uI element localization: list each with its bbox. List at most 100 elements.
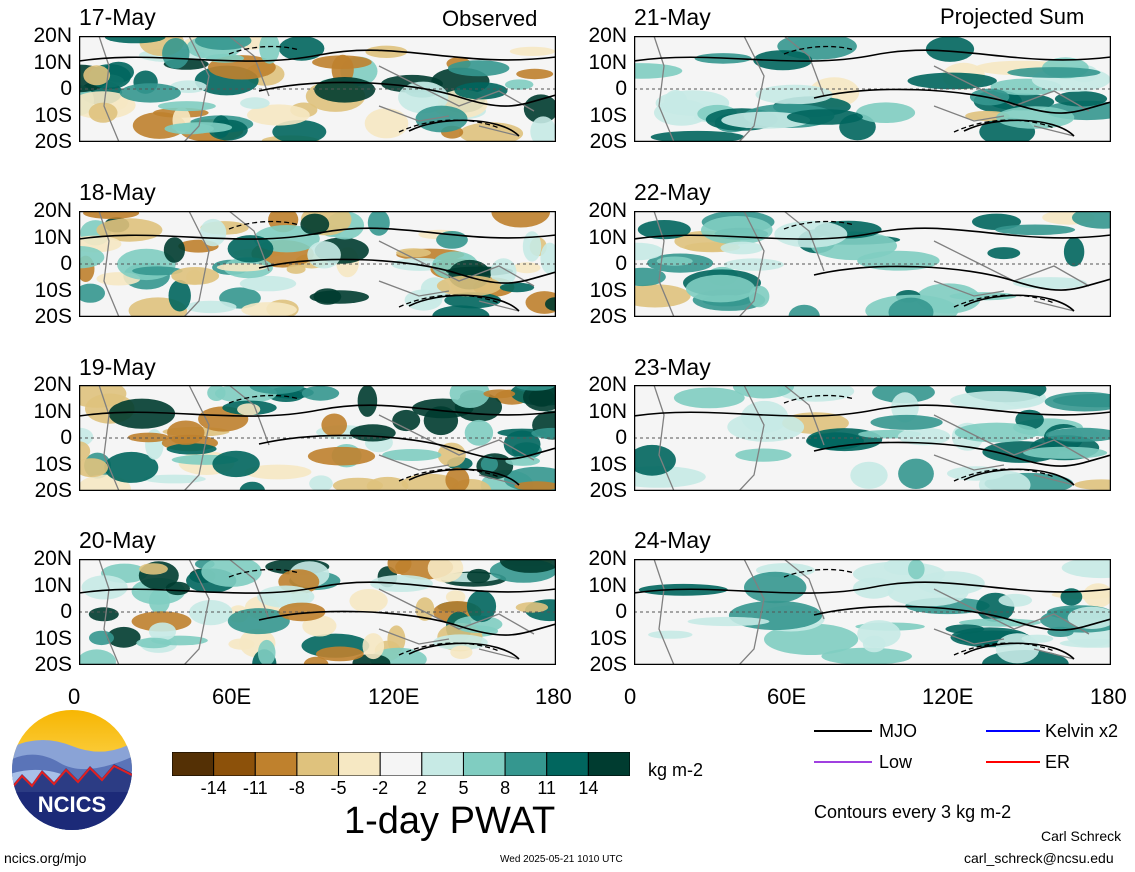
pwat-anomaly-blob bbox=[490, 258, 517, 286]
lat-label: 20S bbox=[589, 130, 627, 153]
lat-label: 20N bbox=[588, 199, 627, 222]
ncics-logo: NCICS bbox=[12, 710, 132, 830]
pwat-anomaly-blob bbox=[433, 634, 488, 650]
pwat-anomaly-blob bbox=[788, 304, 820, 317]
legend-lines-left bbox=[814, 730, 872, 763]
mjo-contour bbox=[79, 227, 556, 312]
observed-map-panel bbox=[79, 385, 556, 491]
coastline bbox=[98, 559, 535, 665]
pwat-anomaly-blob bbox=[850, 461, 888, 489]
panel-date-label: 20-May bbox=[79, 527, 156, 553]
pwat-anomaly-blob bbox=[364, 108, 409, 139]
panel-frame bbox=[79, 211, 556, 317]
panel-frame bbox=[634, 559, 1111, 665]
panel-date-label: 17-May bbox=[79, 4, 156, 30]
pwat-anomaly-blob bbox=[249, 385, 304, 394]
email[interactable]: carl_schreck@ncsu.edu bbox=[964, 850, 1114, 866]
pwat-anomaly-blob bbox=[286, 264, 306, 274]
colorbar-tick: 2 bbox=[416, 778, 427, 798]
lon-label: 0 bbox=[68, 684, 81, 709]
logo-text: NCICS bbox=[38, 792, 106, 817]
pwat-anomaly-blob bbox=[505, 79, 534, 90]
pwat-anomaly-blob bbox=[367, 211, 390, 236]
colorbar-swatch bbox=[587, 752, 630, 776]
pwat-anomaly-blob bbox=[104, 36, 166, 44]
pwat-anomaly-blob bbox=[139, 563, 168, 575]
lat-label: 0 bbox=[60, 426, 72, 449]
lat-label: 10S bbox=[34, 452, 72, 476]
negative-contour bbox=[783, 394, 1055, 482]
pwat-anomaly-blob bbox=[853, 577, 895, 599]
pwat-anomaly-blob bbox=[300, 213, 330, 235]
pwat-anomaly-blob bbox=[88, 102, 118, 123]
lat-label: 0 bbox=[60, 77, 72, 100]
pwat-anomaly-blob bbox=[240, 97, 270, 109]
pwat-anomaly-blob bbox=[856, 102, 916, 123]
pwat-anomaly-blob bbox=[164, 123, 214, 135]
pwat-anomaly-blob bbox=[83, 65, 111, 86]
pwat-anomaly-blob bbox=[148, 589, 170, 614]
negative-contour bbox=[228, 394, 500, 482]
lat-label: 0 bbox=[615, 252, 627, 275]
observed-map-panel bbox=[79, 211, 556, 317]
site-link[interactable]: ncics.org/mjo bbox=[4, 850, 87, 866]
lat-label: 20N bbox=[588, 24, 627, 47]
pwat-anomaly-blob bbox=[499, 559, 556, 573]
pwat-anomaly-blob bbox=[79, 458, 108, 478]
coastline bbox=[653, 385, 1090, 491]
pwat-anomaly-blob bbox=[362, 633, 385, 660]
lat-label: 10S bbox=[34, 626, 72, 650]
pwat-anomaly-blob bbox=[247, 104, 310, 126]
coastline bbox=[653, 559, 1090, 665]
pwat-anomaly-blob bbox=[723, 258, 784, 271]
pwat-anomaly-blob bbox=[278, 36, 325, 61]
observed-map-panel bbox=[79, 559, 556, 665]
pwat-anomaly-blob bbox=[307, 446, 376, 466]
panel-date-label: 23-May bbox=[634, 354, 711, 380]
pwat-anomaly-blob bbox=[239, 481, 265, 491]
pwat-anomaly-blob bbox=[444, 292, 502, 309]
pwat-anomaly-blob bbox=[423, 406, 459, 436]
pwat-anomaly-blob bbox=[996, 106, 1075, 129]
pwat-anomaly-blob bbox=[79, 283, 105, 303]
pwat-anomaly-blob bbox=[168, 279, 191, 312]
lat-label: 0 bbox=[60, 252, 72, 275]
pwat-anomaly-blob bbox=[513, 262, 541, 274]
pwat-anomaly-blob bbox=[301, 385, 340, 401]
pwat-anomaly-blob bbox=[637, 220, 691, 240]
pwat-anomaly-blob bbox=[687, 616, 770, 627]
pwat-anomaly-blob bbox=[650, 130, 745, 142]
lat-label: 20S bbox=[589, 479, 627, 502]
colorbar-tick: -14 bbox=[200, 778, 227, 798]
colorbar-tick: -2 bbox=[372, 778, 389, 798]
pwat-anomaly-blob bbox=[104, 451, 159, 483]
projected-map-panel bbox=[634, 385, 1111, 491]
lat-label: 0 bbox=[60, 600, 72, 623]
pwat-anomaly-blob bbox=[480, 456, 498, 473]
pwat-anomaly-blob bbox=[522, 231, 542, 262]
negative-contour bbox=[228, 568, 500, 656]
pwat-anomaly-blob bbox=[436, 275, 502, 297]
colorbar-swatch bbox=[379, 752, 423, 776]
pwat-anomaly-blob bbox=[79, 649, 116, 665]
pwat-anomaly-blob bbox=[897, 427, 951, 446]
pwat-anomaly-blob bbox=[445, 590, 466, 604]
pwat-anomaly-blob bbox=[171, 267, 220, 285]
pwat-anomaly-blob bbox=[531, 427, 556, 439]
pwat-anomaly-blob bbox=[166, 443, 217, 455]
pwat-anomaly-blob bbox=[309, 475, 333, 491]
timestamp: Wed 2025-05-21 1010 UTC bbox=[500, 854, 623, 865]
lat-label: 20N bbox=[33, 373, 72, 396]
mjo-contour bbox=[634, 227, 1111, 312]
negative-contour bbox=[783, 220, 1055, 308]
pwat-anomaly-blob bbox=[950, 391, 1044, 410]
pwat-anomaly-blob bbox=[366, 476, 409, 491]
pwat-anomaly-blob bbox=[515, 385, 555, 391]
pwat-anomaly-blob bbox=[898, 458, 934, 489]
pwat-anomaly-blob bbox=[701, 216, 773, 245]
lat-label: 20S bbox=[589, 305, 627, 328]
panel-frame bbox=[79, 559, 556, 665]
colorbar bbox=[172, 752, 630, 776]
lat-label: 10S bbox=[589, 452, 627, 476]
pwat-anomaly-blob bbox=[415, 105, 468, 133]
